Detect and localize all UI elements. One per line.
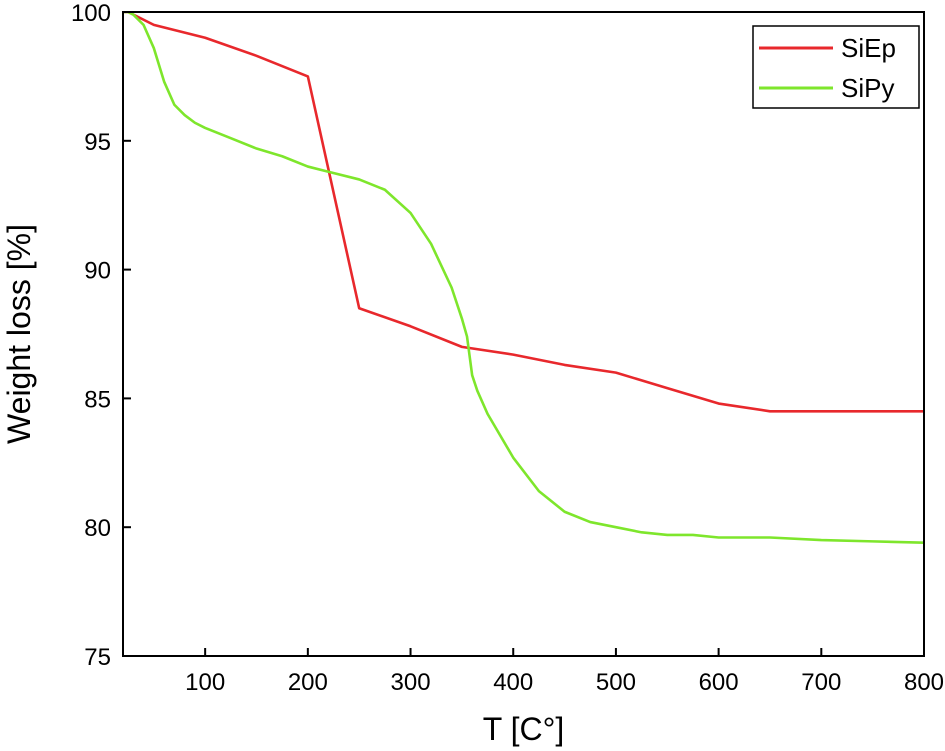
y-axis-title: Weight loss [%]	[1, 224, 37, 444]
plot-frame	[122, 11, 925, 657]
series-line-sipy	[123, 12, 924, 544]
series-line-siep	[123, 12, 924, 413]
x-tick-label: 300	[391, 669, 431, 696]
y-tick-label: 75	[84, 644, 111, 671]
legend-label-siep: SiEp	[841, 33, 896, 63]
y-tick-label: 90	[84, 258, 111, 285]
x-tick-label: 400	[493, 669, 533, 696]
legend-label-sipy: SiPy	[841, 73, 894, 103]
x-axis-title: T [C°]	[483, 711, 565, 747]
x-tick-label: 700	[801, 669, 841, 696]
y-tick-label: 80	[84, 515, 111, 542]
x-tick-label: 200	[288, 669, 328, 696]
ticks-layer: 100 200 300 400 500 600 700 800 75 80 85 90 95 100	[71, 0, 944, 696]
legend: SiEp SiPy	[752, 25, 920, 109]
y-tick-label: 95	[84, 129, 111, 156]
y-tick-label: 85	[84, 386, 111, 413]
y-tick-label: 100	[71, 0, 111, 27]
plot-layer	[123, 12, 924, 544]
x-tick-label: 600	[699, 669, 739, 696]
x-tick-label: 100	[185, 669, 225, 696]
x-tick-label: 500	[596, 669, 636, 696]
x-tick-label: 800	[904, 669, 944, 696]
legend-box	[752, 25, 920, 109]
